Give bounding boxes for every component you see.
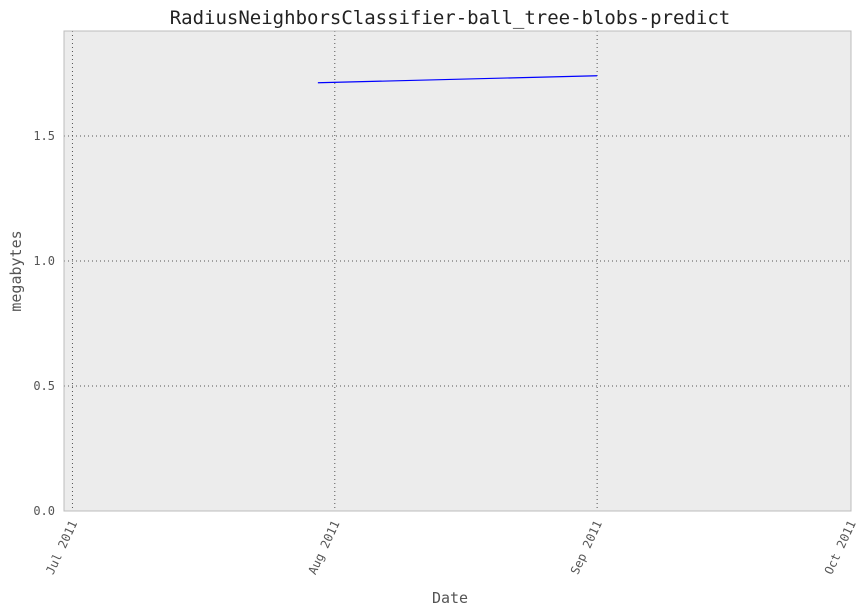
x-tick-label: Sep 2011 <box>568 518 605 576</box>
series-layer <box>317 75 598 84</box>
series-line <box>317 75 598 84</box>
plot-frame <box>63 30 852 512</box>
x-axis-label: Date <box>432 589 468 607</box>
plot-area <box>64 31 851 511</box>
y-tick-label: 0.5 <box>33 379 55 393</box>
x-tick-label: Jul 2011 <box>43 518 80 576</box>
x-tick-label: Aug 2011 <box>305 518 342 576</box>
y-tick-label: 0.0 <box>33 504 55 518</box>
y-tick-label: 1.0 <box>33 254 55 268</box>
y-tick-label: 1.5 <box>33 129 55 143</box>
chart-title: RadiusNeighborsClassifier-ball_tree-blob… <box>170 7 731 29</box>
x-tick-label: Oct 2011 <box>822 518 859 576</box>
y-axis-label: megabytes <box>7 230 25 311</box>
